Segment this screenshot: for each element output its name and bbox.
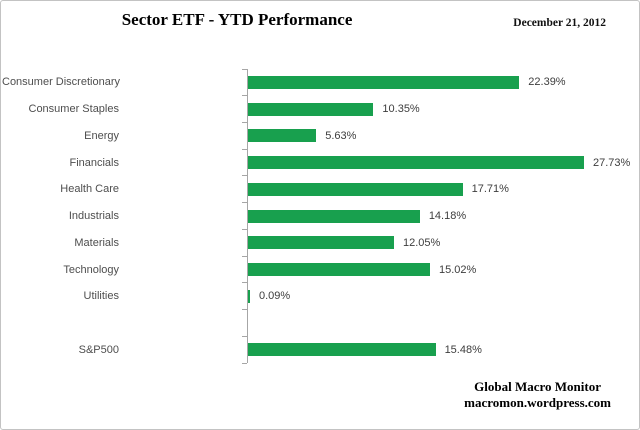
bar <box>248 182 463 196</box>
value-label: 15.02% <box>438 263 477 276</box>
plot-cell: 15.02% <box>242 255 627 283</box>
plot-cell: 27.73% <box>241 148 631 176</box>
value-label: 5.63% <box>325 129 357 142</box>
bar <box>248 343 436 357</box>
bar <box>248 129 317 143</box>
footer-source-url: macromon.wordpress.com <box>464 395 611 410</box>
value-label: 12.05% <box>403 236 441 249</box>
chart-row: S&P500 15.48% <box>2 335 627 364</box>
footer-source-name: Global Macro Monitor <box>474 379 601 394</box>
plot-cell: 22.39% <box>242 68 627 96</box>
chart-row: Health Care 17.71% <box>2 175 627 203</box>
category-label: Technology <box>63 263 119 276</box>
category-label: Health Care <box>60 183 119 196</box>
chart-row: Utilities 0.09% <box>2 282 627 310</box>
bar <box>248 102 374 116</box>
plot-cell: 14.18% <box>242 202 627 230</box>
category-label: Financials <box>69 156 119 169</box>
category-label: Energy <box>84 129 119 142</box>
bar <box>248 209 420 223</box>
bar <box>248 236 394 250</box>
plot-cell: 5.63% <box>242 121 627 150</box>
category-label: Consumer Discretionary <box>2 76 120 89</box>
value-label: 17.71% <box>471 183 509 196</box>
page-title: Sector ETF - YTD Performance <box>121 10 353 29</box>
chart-row: Energy 5.63% <box>2 121 627 150</box>
footer-source: Global Macro Monitor macromon.wordpress.… <box>464 379 611 411</box>
value-label: 0.09% <box>259 290 291 303</box>
category-label: Consumer Staples <box>28 103 120 116</box>
value-label: 22.39% <box>528 76 566 89</box>
chart-row: Consumer Staples 10.35% <box>2 95 627 123</box>
value-label: 27.73% <box>593 156 631 169</box>
category-label: Materials <box>74 236 119 249</box>
plot-cell: 15.48% <box>242 335 627 364</box>
bar <box>248 263 430 276</box>
value-label: 14.18% <box>428 210 467 223</box>
bar <box>248 289 250 303</box>
bar <box>248 156 584 170</box>
chart-row <box>2 309 627 337</box>
chart-date: December 21, 2012 <box>513 17 606 29</box>
chart-row: Materials 12.05% <box>2 228 627 257</box>
chart-row: Consumer Discretionary 22.39% <box>2 68 627 96</box>
category-label: S&P500 <box>78 343 119 356</box>
plot-cell: 10.35% <box>242 95 627 123</box>
category-label: Utilities <box>83 290 119 303</box>
chart-row: Industrials 14.18% <box>2 202 627 230</box>
plot-cell <box>242 309 627 337</box>
bar <box>248 75 520 89</box>
value-label: 10.35% <box>382 103 420 116</box>
chart-row: Technology 15.02% <box>2 255 627 283</box>
value-label: 15.48% <box>444 343 482 356</box>
category-label: Industrials <box>68 210 119 223</box>
plot-cell: 0.09% <box>242 282 627 310</box>
plot-cell: 12.05% <box>242 228 627 257</box>
chart-row: Financials 27.73% <box>2 148 631 176</box>
plot-cell: 17.71% <box>242 175 627 203</box>
chart-rows: Consumer Discretionary 22.39% Consumer Sta… <box>2 68 631 364</box>
